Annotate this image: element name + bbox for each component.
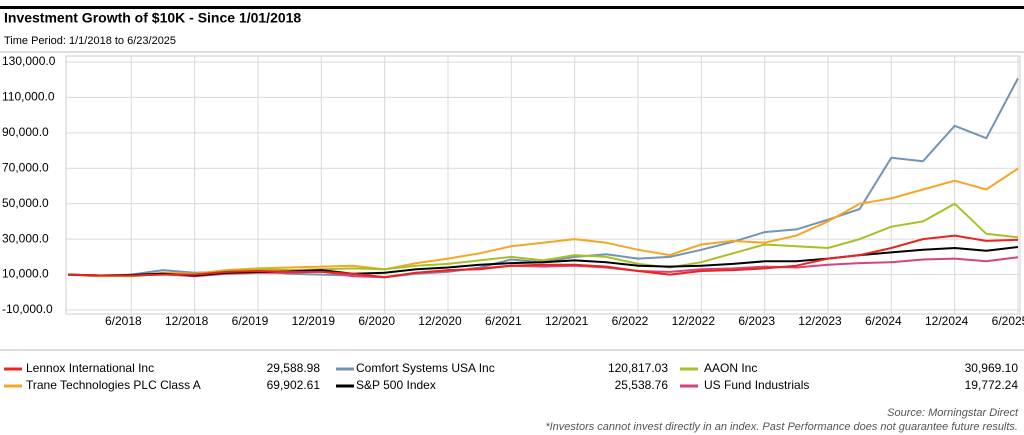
y-tick-label: 50,000.0 <box>2 196 49 210</box>
legend-label: US Fund Industrials <box>704 378 809 392</box>
x-tick-label: 12/2021 <box>545 314 589 328</box>
x-tick-label: 12/2019 <box>292 314 336 328</box>
x-tick-label: 6/2022 <box>612 314 649 328</box>
legend-value: 29,588.98 <box>267 361 321 375</box>
y-tick-label: 10,000.0 <box>2 267 49 281</box>
x-tick-label: 12/2020 <box>418 314 462 328</box>
series-line <box>67 234 1019 279</box>
plot-area <box>65 55 1021 315</box>
legend-value: 69,902.61 <box>267 378 321 392</box>
y-tick-label: 130,000.0 <box>2 54 56 68</box>
legend-label: S&P 500 Index <box>356 378 436 392</box>
x-tick-label: 12/2024 <box>925 314 969 328</box>
note: *Investors cannot invest directly in an … <box>545 421 1018 433</box>
legend-label: Trane Technologies PLC Class A <box>26 378 201 392</box>
y-tick-label: 110,000.0 <box>2 90 55 104</box>
source: Source: Morningstar Direct <box>887 407 1019 419</box>
y-tick-label: 70,000.0 <box>2 160 49 174</box>
x-tick-label: 12/2022 <box>672 314 716 328</box>
x-tick-label: 6/2020 <box>358 314 395 328</box>
x-tick-label: 12/2023 <box>798 314 842 328</box>
legend-value: 30,969.10 <box>965 361 1019 375</box>
x-tick-label: 6/2019 <box>232 314 269 328</box>
chart-subtitle: Time Period: 1/1/2018 to 6/23/2025 <box>4 35 176 47</box>
chart-title: Investment Growth of $10K - Since 1/01/2… <box>4 10 301 26</box>
legend-label: Comfort Systems USA Inc <box>356 361 495 375</box>
x-tick-label: 6/2023 <box>738 314 775 328</box>
x-tick-label: 6/2024 <box>865 314 902 328</box>
series-line <box>67 77 1019 279</box>
legend-label: AAON Inc <box>704 361 757 375</box>
legend-value: 25,538.76 <box>615 378 669 392</box>
y-tick-label: 30,000.0 <box>2 231 49 245</box>
y-tick-label: 90,000.0 <box>2 125 49 139</box>
legend-label: Lennox International Inc <box>26 361 154 375</box>
legend-value: 120,817.03 <box>608 361 668 375</box>
legend-value: 19,772.24 <box>965 378 1019 392</box>
x-tick-label: 12/2018 <box>165 314 209 328</box>
x-tick-label: 6/2018 <box>105 314 142 328</box>
x-tick-label: 6/2025 <box>992 314 1024 328</box>
x-tick-label: 6/2021 <box>485 314 522 328</box>
top-rule <box>0 6 1024 9</box>
y-tick-label: -10,000.0 <box>2 302 53 316</box>
